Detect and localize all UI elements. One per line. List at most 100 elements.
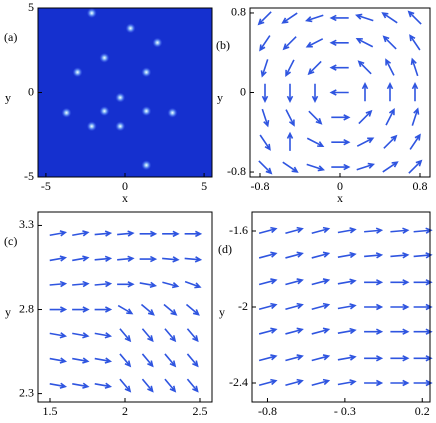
x-tick-label: 0.8 bbox=[413, 179, 428, 193]
x-tick-label: - 0.3 bbox=[334, 404, 356, 418]
arrow bbox=[162, 230, 180, 238]
arrow bbox=[311, 302, 331, 311]
x-tick-label: -0.8 bbox=[251, 179, 270, 193]
arrow bbox=[119, 328, 132, 343]
arrow bbox=[258, 278, 278, 286]
arrow bbox=[329, 89, 349, 96]
arrow bbox=[356, 137, 375, 147]
x-tick-label: 2.5 bbox=[193, 404, 208, 418]
bright-spot bbox=[125, 23, 136, 34]
arrow bbox=[186, 353, 199, 368]
arrow bbox=[49, 306, 68, 313]
arrow bbox=[308, 110, 323, 125]
arrow bbox=[257, 11, 272, 26]
arrow bbox=[411, 82, 419, 102]
arrow bbox=[390, 252, 410, 259]
arrow bbox=[337, 379, 357, 386]
arrow bbox=[258, 226, 278, 235]
arrow bbox=[94, 255, 113, 263]
arrow bbox=[164, 378, 177, 393]
arrow bbox=[307, 60, 322, 76]
arrow bbox=[409, 34, 421, 51]
y-axis-label: y bbox=[219, 305, 225, 319]
arrow bbox=[49, 255, 68, 262]
arrow bbox=[164, 353, 177, 368]
arrow bbox=[184, 256, 203, 263]
x-tick-label: 5 bbox=[201, 179, 207, 193]
panel-label: (c) bbox=[4, 234, 17, 248]
arrow bbox=[390, 379, 410, 387]
arrow bbox=[329, 14, 349, 22]
arrow bbox=[413, 328, 433, 335]
y-axis-label: y bbox=[5, 90, 11, 104]
arrow bbox=[382, 35, 397, 50]
arrow bbox=[72, 306, 90, 313]
bright-spot bbox=[99, 106, 110, 117]
arrow bbox=[337, 303, 357, 310]
arrow bbox=[364, 328, 384, 335]
arrow bbox=[413, 379, 433, 387]
arrow bbox=[413, 303, 433, 311]
arrow bbox=[281, 12, 298, 24]
arrow bbox=[311, 354, 331, 362]
panel-label: (b) bbox=[216, 38, 230, 52]
arrow bbox=[331, 114, 351, 121]
arrow bbox=[355, 13, 374, 22]
bright-spot bbox=[86, 8, 97, 19]
arrow bbox=[337, 227, 357, 234]
arrow bbox=[364, 227, 384, 234]
arrow bbox=[139, 281, 158, 289]
arrow bbox=[311, 226, 331, 235]
bright-spot bbox=[115, 92, 126, 103]
arrow bbox=[185, 303, 200, 316]
arrow bbox=[117, 304, 134, 315]
arrow bbox=[411, 107, 420, 126]
arrow bbox=[49, 332, 68, 339]
arrow bbox=[72, 255, 90, 262]
arrow bbox=[390, 227, 410, 234]
arrow bbox=[285, 378, 304, 387]
arrow bbox=[383, 134, 398, 149]
arrow bbox=[258, 302, 278, 311]
arrow bbox=[331, 138, 351, 146]
x-tick-label: -0.8 bbox=[258, 404, 277, 418]
arrow bbox=[258, 354, 278, 362]
bright-spot bbox=[167, 107, 178, 118]
arrow bbox=[72, 230, 90, 237]
y-tick-label: 0 bbox=[240, 84, 246, 98]
bright-spot bbox=[115, 121, 126, 132]
bright-spot bbox=[72, 67, 83, 78]
arrow bbox=[337, 251, 357, 259]
arrow bbox=[390, 303, 410, 311]
arrow bbox=[285, 278, 304, 286]
arrow bbox=[311, 327, 331, 335]
x-tick-label: 0 bbox=[337, 179, 343, 193]
arrow bbox=[306, 137, 325, 147]
arrow bbox=[285, 327, 304, 335]
bright-spot bbox=[141, 106, 152, 117]
y-tick-label: 0 bbox=[28, 84, 34, 98]
arrow bbox=[258, 251, 278, 259]
arrow bbox=[311, 278, 331, 286]
y-axis-label: y bbox=[217, 90, 223, 104]
arrow bbox=[382, 161, 399, 173]
x-axis-label: x bbox=[337, 191, 343, 205]
arrow bbox=[355, 38, 374, 48]
arrow bbox=[413, 279, 433, 286]
arrow bbox=[258, 378, 278, 387]
y-tick-label: -2.4 bbox=[229, 375, 248, 389]
arrow bbox=[140, 303, 155, 316]
arrow bbox=[386, 82, 394, 102]
arrow bbox=[94, 382, 113, 389]
arrow bbox=[329, 64, 349, 71]
arrow bbox=[364, 303, 384, 311]
y-tick-label: 3.3 bbox=[19, 217, 34, 231]
arrow bbox=[357, 60, 372, 75]
arrow bbox=[49, 382, 68, 389]
y-tick-label: -0.8 bbox=[227, 164, 246, 178]
plot-frame bbox=[37, 211, 213, 403]
arrow bbox=[311, 83, 319, 103]
arrow bbox=[49, 280, 68, 288]
arrow bbox=[141, 353, 154, 368]
panel-label: (a) bbox=[4, 30, 17, 44]
